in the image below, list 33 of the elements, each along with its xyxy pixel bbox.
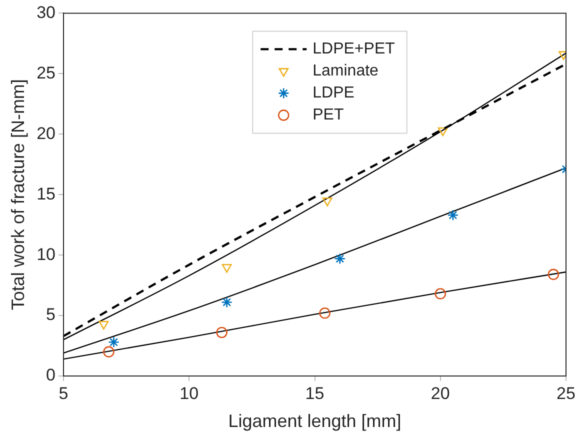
legend-label: PET [312, 106, 344, 124]
line-series [64, 167, 566, 354]
y-tick-label: 5 [46, 305, 56, 324]
x-axis-title: Ligament length [mm] [228, 411, 402, 432]
y-tick-label: 15 [36, 184, 56, 204]
y-tick-label: 25 [36, 63, 56, 82]
point [222, 264, 232, 273]
point [108, 336, 120, 348]
legend-label: Laminate [312, 62, 379, 80]
x-tick-label: 15 [305, 384, 324, 403]
y-axis-title: Total work of fracture [N-mm] [8, 79, 28, 310]
point [322, 197, 332, 206]
x-tick-label: 20 [430, 384, 450, 403]
legend-label: LDPE+PET [312, 40, 396, 58]
x-tick-label: 10 [180, 384, 199, 403]
x-tick-label: 5 [58, 384, 68, 403]
y-tick-label: 30 [36, 2, 56, 22]
y-tick-label: 10 [36, 244, 56, 264]
point [221, 296, 232, 308]
point [438, 127, 448, 136]
point [334, 253, 346, 264]
x-tick-label: 25 [556, 384, 576, 403]
line-series [64, 271, 566, 360]
point [434, 288, 446, 300]
point [103, 346, 114, 358]
y-tick-label: 20 [36, 124, 56, 143]
point [447, 210, 459, 221]
point [216, 326, 228, 338]
y-tick-label: 0 [46, 366, 56, 385]
legend-label: LDPE [312, 84, 354, 102]
point [98, 320, 109, 330]
point [548, 268, 560, 280]
point [319, 307, 330, 319]
